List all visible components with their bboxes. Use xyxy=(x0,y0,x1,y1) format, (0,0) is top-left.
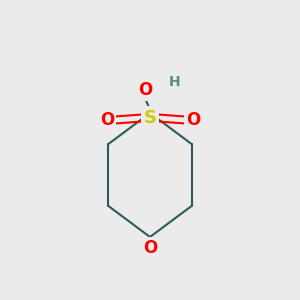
Text: S: S xyxy=(143,109,157,127)
Text: O: O xyxy=(138,81,152,99)
Text: O: O xyxy=(143,239,157,257)
Text: H: H xyxy=(169,75,181,89)
Text: O: O xyxy=(100,111,114,129)
Text: O: O xyxy=(186,111,200,129)
